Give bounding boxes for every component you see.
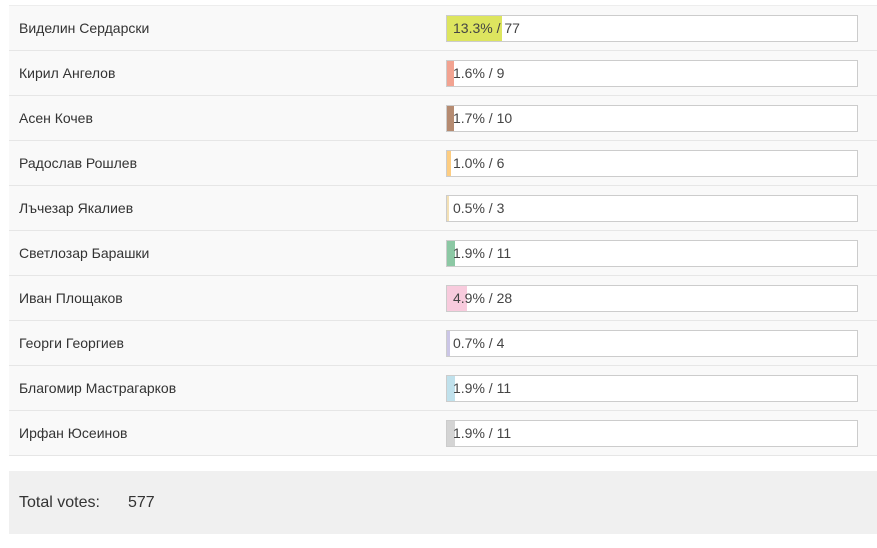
poll-result-row: Кирил Ангелов 1.6% / 9 <box>9 51 877 96</box>
candidate-name: Георги Георгиев <box>19 335 124 351</box>
candidate-name: Лъчезар Якалиев <box>19 200 134 216</box>
vote-bar: 0.5% / 3 <box>446 195 858 222</box>
poll-result-row: Ирфан Юсеинов 1.9% / 11 <box>9 411 877 456</box>
vote-bar-fill <box>447 61 454 86</box>
vote-result-label: 1.0% / 6 <box>453 155 505 171</box>
total-votes: Total votes: 577 <box>9 471 877 534</box>
vote-bar: 4.9% / 28 <box>446 285 858 312</box>
poll-result-row: Виделин Сердарски 13.3% / 77 <box>9 6 877 51</box>
poll-result-row: Асен Кочев 1.7% / 10 <box>9 96 877 141</box>
vote-bar-fill <box>447 106 454 131</box>
vote-bar-fill <box>447 376 455 401</box>
poll-result-row: Иван Площаков 4.9% / 28 <box>9 276 877 321</box>
vote-bar-fill <box>447 16 502 41</box>
poll-result-row: Светлозар Барашки 1.9% / 11 <box>9 231 877 276</box>
candidate-name: Светлозар Барашки <box>19 245 150 261</box>
poll-results-list: Виделин Сердарски 13.3% / 77 Кирил Ангел… <box>9 5 877 456</box>
poll-result-row: Радослав Рошлев 1.0% / 6 <box>9 141 877 186</box>
vote-result-label: 0.7% / 4 <box>453 335 505 351</box>
vote-bar: 1.6% / 9 <box>446 60 858 87</box>
candidate-name: Ирфан Юсеинов <box>19 425 128 441</box>
vote-bar-fill <box>447 241 455 266</box>
total-votes-value: 577 <box>128 494 155 511</box>
vote-result-label: 1.6% / 9 <box>453 65 505 81</box>
vote-bar: 13.3% / 77 <box>446 15 858 42</box>
vote-bar-fill <box>447 151 452 176</box>
vote-bar: 0.7% / 4 <box>446 330 858 357</box>
candidate-name: Иван Площаков <box>19 290 123 306</box>
total-votes-label: Total votes: <box>19 494 100 511</box>
vote-bar-fill <box>447 421 455 446</box>
vote-result-label: 1.9% / 11 <box>453 425 512 441</box>
poll-result-row: Лъчезар Якалиев 0.5% / 3 <box>9 186 877 231</box>
vote-result-label: 4.9% / 28 <box>453 290 513 306</box>
vote-bar: 1.9% / 11 <box>446 375 858 402</box>
candidate-name: Благомир Мастрагарков <box>19 380 177 396</box>
vote-result-label: 1.9% / 11 <box>453 380 512 396</box>
candidate-name: Радослав Рошлев <box>19 155 138 171</box>
candidate-name: Асен Кочев <box>19 110 93 126</box>
vote-bar-fill <box>447 331 450 356</box>
candidate-name: Виделин Сердарски <box>19 20 150 36</box>
vote-result-label: 0.5% / 3 <box>453 200 505 216</box>
vote-result-label: 1.9% / 11 <box>453 245 512 261</box>
vote-result-label: 13.3% / 77 <box>453 20 520 36</box>
vote-bar-fill <box>447 286 468 311</box>
poll-result-row: Георги Георгиев 0.7% / 4 <box>9 321 877 366</box>
vote-result-label: 1.7% / 10 <box>453 110 513 126</box>
vote-bar: 1.7% / 10 <box>446 105 858 132</box>
poll-result-row: Благомир Мастрагарков 1.9% / 11 <box>9 366 877 411</box>
vote-bar-fill <box>447 196 450 221</box>
vote-bar: 1.9% / 11 <box>446 240 858 267</box>
vote-bar: 1.9% / 11 <box>446 420 858 447</box>
vote-bar: 1.0% / 6 <box>446 150 858 177</box>
candidate-name: Кирил Ангелов <box>19 65 116 81</box>
